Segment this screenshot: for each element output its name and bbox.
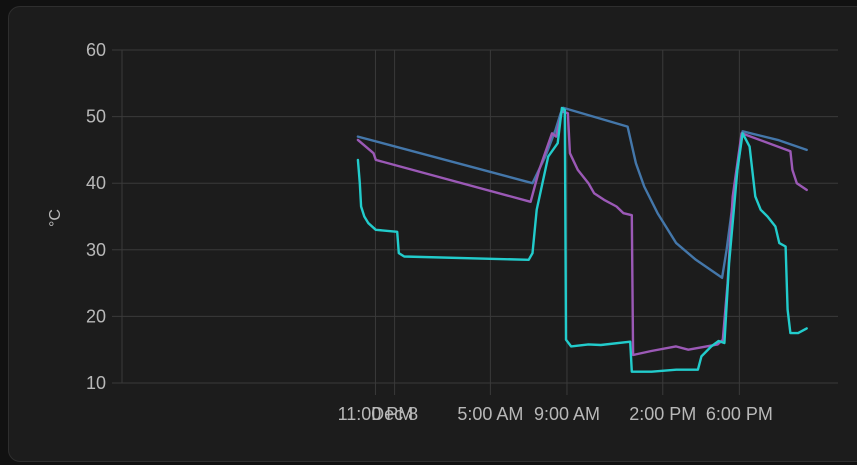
y-tick-label: 40 bbox=[86, 173, 106, 193]
series-line-2[interactable] bbox=[356, 110, 808, 357]
x-tick-label: 5:00 AM bbox=[457, 404, 523, 424]
x-tick-label: 9:00 AM bbox=[534, 404, 600, 424]
y-axis-ticks: 10 20 30 40 50 60 bbox=[86, 40, 106, 393]
y-tick-label: 60 bbox=[86, 40, 106, 60]
x-tick-label: 11:00 PM bbox=[338, 404, 414, 424]
x-tick-label: Dec 8 bbox=[371, 404, 418, 424]
series-lines[interactable] bbox=[356, 106, 808, 373]
series-line-3[interactable] bbox=[356, 106, 808, 373]
y-tick-label: 20 bbox=[86, 306, 106, 326]
grid-lines bbox=[112, 49, 838, 395]
y-tick-label: 10 bbox=[86, 373, 106, 393]
x-tick-label: 6:00 PM bbox=[706, 404, 773, 424]
y-axis-label: °C bbox=[47, 209, 64, 227]
x-tick-label: 2:00 PM bbox=[629, 404, 696, 424]
y-tick-label: 50 bbox=[86, 107, 106, 127]
chart-card bbox=[8, 6, 857, 462]
y-tick-label: 30 bbox=[86, 240, 106, 260]
